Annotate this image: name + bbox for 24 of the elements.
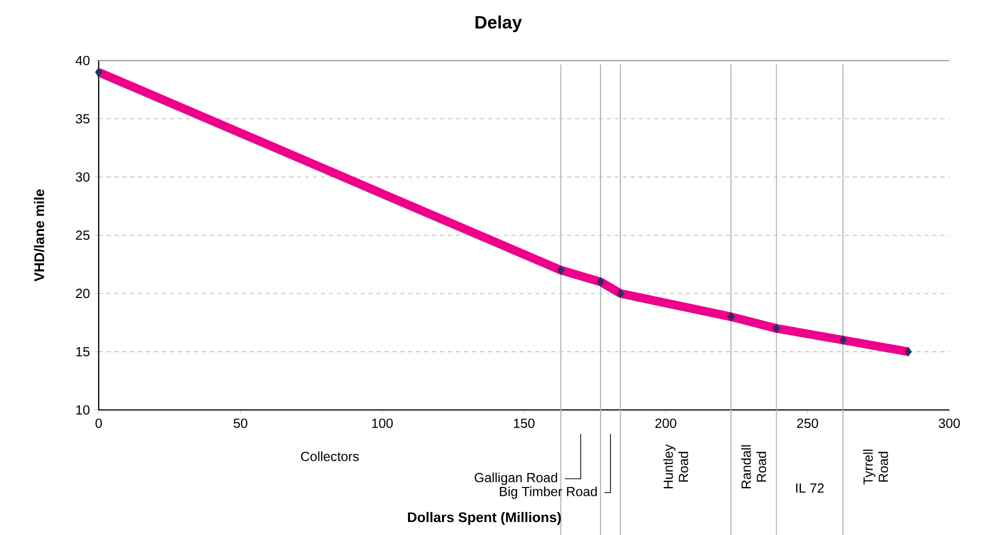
y-tick-label: 10 [76,405,90,415]
x-tick-label: 50 [234,418,248,428]
text: Collectors [301,451,359,462]
text: Randall Road [741,445,766,488]
text: Galligan Road [474,472,558,485]
y-axis-title: VHD/lane mile [34,189,44,282]
text: Huntley Road [663,444,688,488]
x-tick-label: 0 [96,418,102,428]
text: Tyrrell Road [863,450,888,485]
text: IL 72 [796,483,824,493]
text: Big Timber Road [500,486,597,499]
y-tick-label: 30 [76,172,90,182]
x-tick-label: 300 [938,418,960,428]
x-tick-label: 250 [797,418,818,428]
text: Dollars Spent (Millions) [408,512,561,525]
x-tick-label: 200 [655,418,676,428]
y-tick-label: 25 [76,230,90,240]
x-tick-label: 100 [372,418,393,428]
y-tick-label: 20 [76,288,90,298]
y-tick-label: 40 [76,56,90,66]
x-tick-label: 150 [514,418,535,428]
y-tick-label: 35 [76,114,90,124]
y-tick-label: 15 [76,347,90,356]
chart-title: Delay [476,15,522,32]
